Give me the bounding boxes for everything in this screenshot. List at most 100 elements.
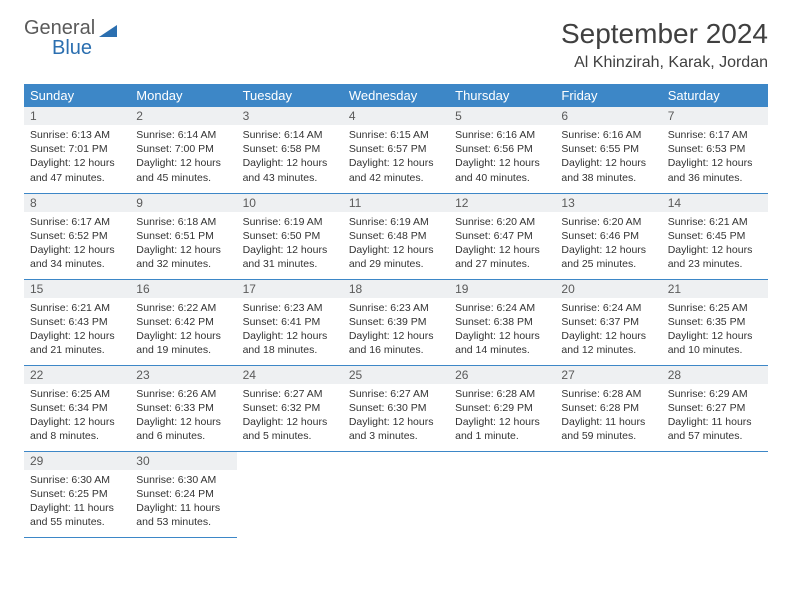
day-details: Sunrise: 6:25 AMSunset: 6:35 PMDaylight:…	[662, 298, 768, 362]
weekday-header: Sunday	[24, 84, 130, 107]
calendar-cell: 25Sunrise: 6:27 AMSunset: 6:30 PMDayligh…	[343, 365, 449, 451]
calendar-cell: 10Sunrise: 6:19 AMSunset: 6:50 PMDayligh…	[237, 193, 343, 279]
daylight-text: Daylight: 12 hours and 36 minutes.	[668, 156, 762, 184]
daylight-text: Daylight: 11 hours and 53 minutes.	[136, 501, 230, 529]
calendar-cell: 27Sunrise: 6:28 AMSunset: 6:28 PMDayligh…	[555, 365, 661, 451]
daylight-text: Daylight: 12 hours and 5 minutes.	[243, 415, 337, 443]
day-number: 7	[662, 107, 768, 125]
calendar-cell	[343, 451, 449, 537]
day-number: 14	[662, 194, 768, 212]
day-number: 21	[662, 280, 768, 298]
logo: General Blue	[24, 18, 117, 58]
daylight-text: Daylight: 12 hours and 34 minutes.	[30, 243, 124, 271]
weekday-header: Wednesday	[343, 84, 449, 107]
day-number: 1	[24, 107, 130, 125]
logo-text-blue: Blue	[52, 38, 117, 58]
daylight-text: Daylight: 12 hours and 42 minutes.	[349, 156, 443, 184]
day-details: Sunrise: 6:23 AMSunset: 6:39 PMDaylight:…	[343, 298, 449, 362]
sunrise-text: Sunrise: 6:20 AM	[455, 215, 549, 229]
daylight-text: Daylight: 12 hours and 10 minutes.	[668, 329, 762, 357]
daylight-text: Daylight: 12 hours and 38 minutes.	[561, 156, 655, 184]
sunrise-text: Sunrise: 6:27 AM	[349, 387, 443, 401]
calendar-body: 1Sunrise: 6:13 AMSunset: 7:01 PMDaylight…	[24, 107, 768, 537]
daylight-text: Daylight: 12 hours and 18 minutes.	[243, 329, 337, 357]
sunrise-text: Sunrise: 6:23 AM	[349, 301, 443, 315]
calendar-cell: 6Sunrise: 6:16 AMSunset: 6:55 PMDaylight…	[555, 107, 661, 193]
calendar-cell: 16Sunrise: 6:22 AMSunset: 6:42 PMDayligh…	[130, 279, 236, 365]
sunset-text: Sunset: 6:29 PM	[455, 401, 549, 415]
daylight-text: Daylight: 12 hours and 27 minutes.	[455, 243, 549, 271]
day-details: Sunrise: 6:29 AMSunset: 6:27 PMDaylight:…	[662, 384, 768, 448]
sunrise-text: Sunrise: 6:17 AM	[668, 128, 762, 142]
day-details: Sunrise: 6:14 AMSunset: 6:58 PMDaylight:…	[237, 125, 343, 189]
day-number: 6	[555, 107, 661, 125]
calendar-row: 8Sunrise: 6:17 AMSunset: 6:52 PMDaylight…	[24, 193, 768, 279]
calendar-cell: 13Sunrise: 6:20 AMSunset: 6:46 PMDayligh…	[555, 193, 661, 279]
day-details: Sunrise: 6:27 AMSunset: 6:32 PMDaylight:…	[237, 384, 343, 448]
day-number: 12	[449, 194, 555, 212]
calendar-table: Sunday Monday Tuesday Wednesday Thursday…	[24, 84, 768, 538]
logo-triangle-icon	[99, 21, 117, 35]
calendar-cell: 28Sunrise: 6:29 AMSunset: 6:27 PMDayligh…	[662, 365, 768, 451]
day-number: 11	[343, 194, 449, 212]
calendar-cell: 3Sunrise: 6:14 AMSunset: 6:58 PMDaylight…	[237, 107, 343, 193]
calendar-cell: 21Sunrise: 6:25 AMSunset: 6:35 PMDayligh…	[662, 279, 768, 365]
sunrise-text: Sunrise: 6:30 AM	[136, 473, 230, 487]
day-number: 13	[555, 194, 661, 212]
sunset-text: Sunset: 6:55 PM	[561, 142, 655, 156]
day-number: 9	[130, 194, 236, 212]
calendar-cell: 12 Sunrise: 6:20 AMSunset: 6:47 PMDayligh…	[449, 193, 555, 279]
sunrise-text: Sunrise: 6:20 AM	[561, 215, 655, 229]
day-details: Sunrise: 6:22 AMSunset: 6:42 PMDaylight:…	[130, 298, 236, 362]
sunset-text: Sunset: 6:57 PM	[349, 142, 443, 156]
calendar-row: 29Sunrise: 6:30 AMSunset: 6:25 PMDayligh…	[24, 451, 768, 537]
sunset-text: Sunset: 6:48 PM	[349, 229, 443, 243]
calendar-cell: 7Sunrise: 6:17 AMSunset: 6:53 PMDaylight…	[662, 107, 768, 193]
sunrise-text: Sunrise: 6:26 AM	[136, 387, 230, 401]
sunset-text: Sunset: 6:50 PM	[243, 229, 337, 243]
sunrise-text: Sunrise: 6:25 AM	[30, 387, 124, 401]
sunrise-text: Sunrise: 6:17 AM	[30, 215, 124, 229]
sunset-text: Sunset: 6:25 PM	[30, 487, 124, 501]
sunset-text: Sunset: 6:52 PM	[30, 229, 124, 243]
weekday-header: Monday	[130, 84, 236, 107]
day-details: Sunrise: 6:13 AMSunset: 7:01 PMDaylight:…	[24, 125, 130, 189]
day-details: Sunrise: 6:21 AMSunset: 6:45 PMDaylight:…	[662, 212, 768, 276]
daylight-text: Daylight: 12 hours and 32 minutes.	[136, 243, 230, 271]
sunset-text: Sunset: 6:35 PM	[668, 315, 762, 329]
sunset-text: Sunset: 6:46 PM	[561, 229, 655, 243]
weekday-header: Saturday	[662, 84, 768, 107]
calendar-row: 1Sunrise: 6:13 AMSunset: 7:01 PMDaylight…	[24, 107, 768, 193]
calendar-cell: 1Sunrise: 6:13 AMSunset: 7:01 PMDaylight…	[24, 107, 130, 193]
day-number: 27	[555, 366, 661, 384]
day-number: 24	[237, 366, 343, 384]
day-details: Sunrise: 6:18 AMSunset: 6:51 PMDaylight:…	[130, 212, 236, 276]
calendar-cell: 17Sunrise: 6:23 AMSunset: 6:41 PMDayligh…	[237, 279, 343, 365]
weekday-header: Thursday	[449, 84, 555, 107]
day-details: Sunrise: 6:14 AMSunset: 7:00 PMDaylight:…	[130, 125, 236, 189]
calendar-cell: 20Sunrise: 6:24 AMSunset: 6:37 PMDayligh…	[555, 279, 661, 365]
sunset-text: Sunset: 6:38 PM	[455, 315, 549, 329]
sunset-text: Sunset: 6:37 PM	[561, 315, 655, 329]
daylight-text: Daylight: 12 hours and 8 minutes.	[30, 415, 124, 443]
day-number: 25	[343, 366, 449, 384]
day-details: Sunrise: 6:19 AMSunset: 6:50 PMDaylight:…	[237, 212, 343, 276]
sunset-text: Sunset: 6:27 PM	[668, 401, 762, 415]
day-details: Sunrise: 6:23 AMSunset: 6:41 PMDaylight:…	[237, 298, 343, 362]
daylight-text: Daylight: 12 hours and 21 minutes.	[30, 329, 124, 357]
daylight-text: Daylight: 12 hours and 29 minutes.	[349, 243, 443, 271]
day-number: 10	[237, 194, 343, 212]
day-details: Sunrise: 6:30 AMSunset: 6:25 PMDaylight:…	[24, 470, 130, 534]
header: General Blue September 2024 Al Khinzirah…	[24, 18, 768, 72]
calendar-cell: 26Sunrise: 6:28 AMSunset: 6:29 PMDayligh…	[449, 365, 555, 451]
sunset-text: Sunset: 7:00 PM	[136, 142, 230, 156]
daylight-text: Daylight: 12 hours and 23 minutes.	[668, 243, 762, 271]
day-number: 26	[449, 366, 555, 384]
calendar-row: 22Sunrise: 6:25 AMSunset: 6:34 PMDayligh…	[24, 365, 768, 451]
sunset-text: Sunset: 6:47 PM	[455, 229, 549, 243]
daylight-text: Daylight: 12 hours and 16 minutes.	[349, 329, 443, 357]
sunrise-text: Sunrise: 6:28 AM	[455, 387, 549, 401]
day-details: Sunrise: 6:21 AMSunset: 6:43 PMDaylight:…	[24, 298, 130, 362]
calendar-cell	[237, 451, 343, 537]
calendar-cell: 4Sunrise: 6:15 AMSunset: 6:57 PMDaylight…	[343, 107, 449, 193]
